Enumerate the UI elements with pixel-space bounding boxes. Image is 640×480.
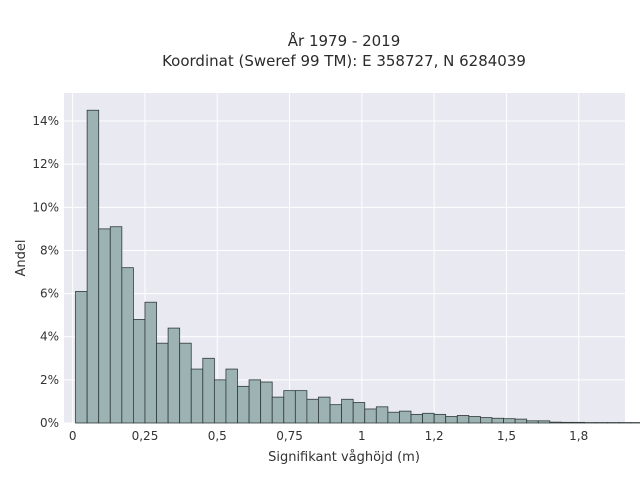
y-tick-label: 0% <box>40 416 59 430</box>
x-axis-ticks: 0 0,25 0,5 0,75 1 1,2 1,5 1,8 <box>69 429 588 443</box>
x-axis-label: Signifikant våghöjd (m) <box>268 450 420 465</box>
histogram-bar <box>514 418 528 424</box>
y-tick-label: 6% <box>40 287 59 301</box>
histogram-bar <box>410 413 423 424</box>
histogram-bar <box>329 404 343 424</box>
y-tick-label: 8% <box>40 243 59 257</box>
histogram-bar <box>202 357 215 424</box>
y-tick-label: 12% <box>32 157 59 171</box>
histogram-bar <box>133 319 146 424</box>
x-tick-label: 1 <box>358 429 366 443</box>
histogram-bar <box>341 398 354 424</box>
x-tick-label: 0,5 <box>208 429 227 443</box>
histogram-bar <box>237 385 250 424</box>
y-tick-label: 10% <box>32 200 59 214</box>
histogram-bar <box>294 390 308 424</box>
histogram-bar <box>167 327 181 424</box>
histogram-bar <box>109 226 123 424</box>
histogram-bar <box>456 415 470 424</box>
histogram-bar <box>433 413 447 424</box>
histogram-bar <box>537 420 551 424</box>
x-tick-label: 0,25 <box>132 429 159 443</box>
x-tick-label: 0,75 <box>276 429 303 443</box>
y-axis-label: Andel <box>14 240 29 277</box>
histogram-bar <box>375 406 389 424</box>
histogram-bar <box>503 418 516 424</box>
histogram-bar <box>144 301 157 424</box>
y-axis-ticks: 0% 2% 4% 6% 8% 10% 12% 14% <box>32 114 59 430</box>
histogram-bar <box>445 416 458 424</box>
x-tick-label: 1,2 <box>425 429 444 443</box>
y-tick-label: 14% <box>32 114 59 128</box>
histogram-bar <box>260 381 273 424</box>
histogram-bar <box>468 416 481 424</box>
histogram-bar <box>480 417 493 424</box>
chart-title-line2: Koordinat (Sweref 99 TM): E 358727, N 62… <box>162 52 526 70</box>
histogram-bar <box>190 368 204 424</box>
histogram-bar <box>572 421 585 424</box>
histogram-bar <box>213 379 227 424</box>
histogram-bar <box>399 410 412 424</box>
histogram-bar <box>283 390 296 424</box>
histogram-bar <box>387 411 400 424</box>
histogram-bar <box>560 421 574 424</box>
x-tick-label: 1,5 <box>497 429 516 443</box>
y-tick-label: 4% <box>40 330 59 344</box>
histogram-bar <box>526 420 539 424</box>
histogram-bar <box>121 267 134 424</box>
chart-title-line1: År 1979 - 2019 <box>288 31 401 50</box>
histogram-bars <box>75 109 640 424</box>
histogram-bar <box>248 379 262 424</box>
histogram-bar <box>271 396 285 424</box>
histogram-bar <box>156 342 169 424</box>
histogram-bar <box>491 417 504 424</box>
histogram-bar <box>318 396 331 424</box>
histogram-bar <box>306 398 319 424</box>
histogram-bar <box>225 368 238 424</box>
x-tick-label: 1,8 <box>569 429 588 443</box>
histogram-bar <box>75 291 88 424</box>
histogram-bar <box>179 342 192 424</box>
x-tick-label: 0 <box>69 429 77 443</box>
histogram-bar <box>364 408 377 424</box>
histogram-bar <box>86 109 100 424</box>
histogram-bar <box>352 402 366 424</box>
histogram-bar <box>422 412 435 424</box>
histogram-bar <box>98 228 111 424</box>
histogram-bar <box>549 421 562 424</box>
y-tick-label: 2% <box>40 373 59 387</box>
